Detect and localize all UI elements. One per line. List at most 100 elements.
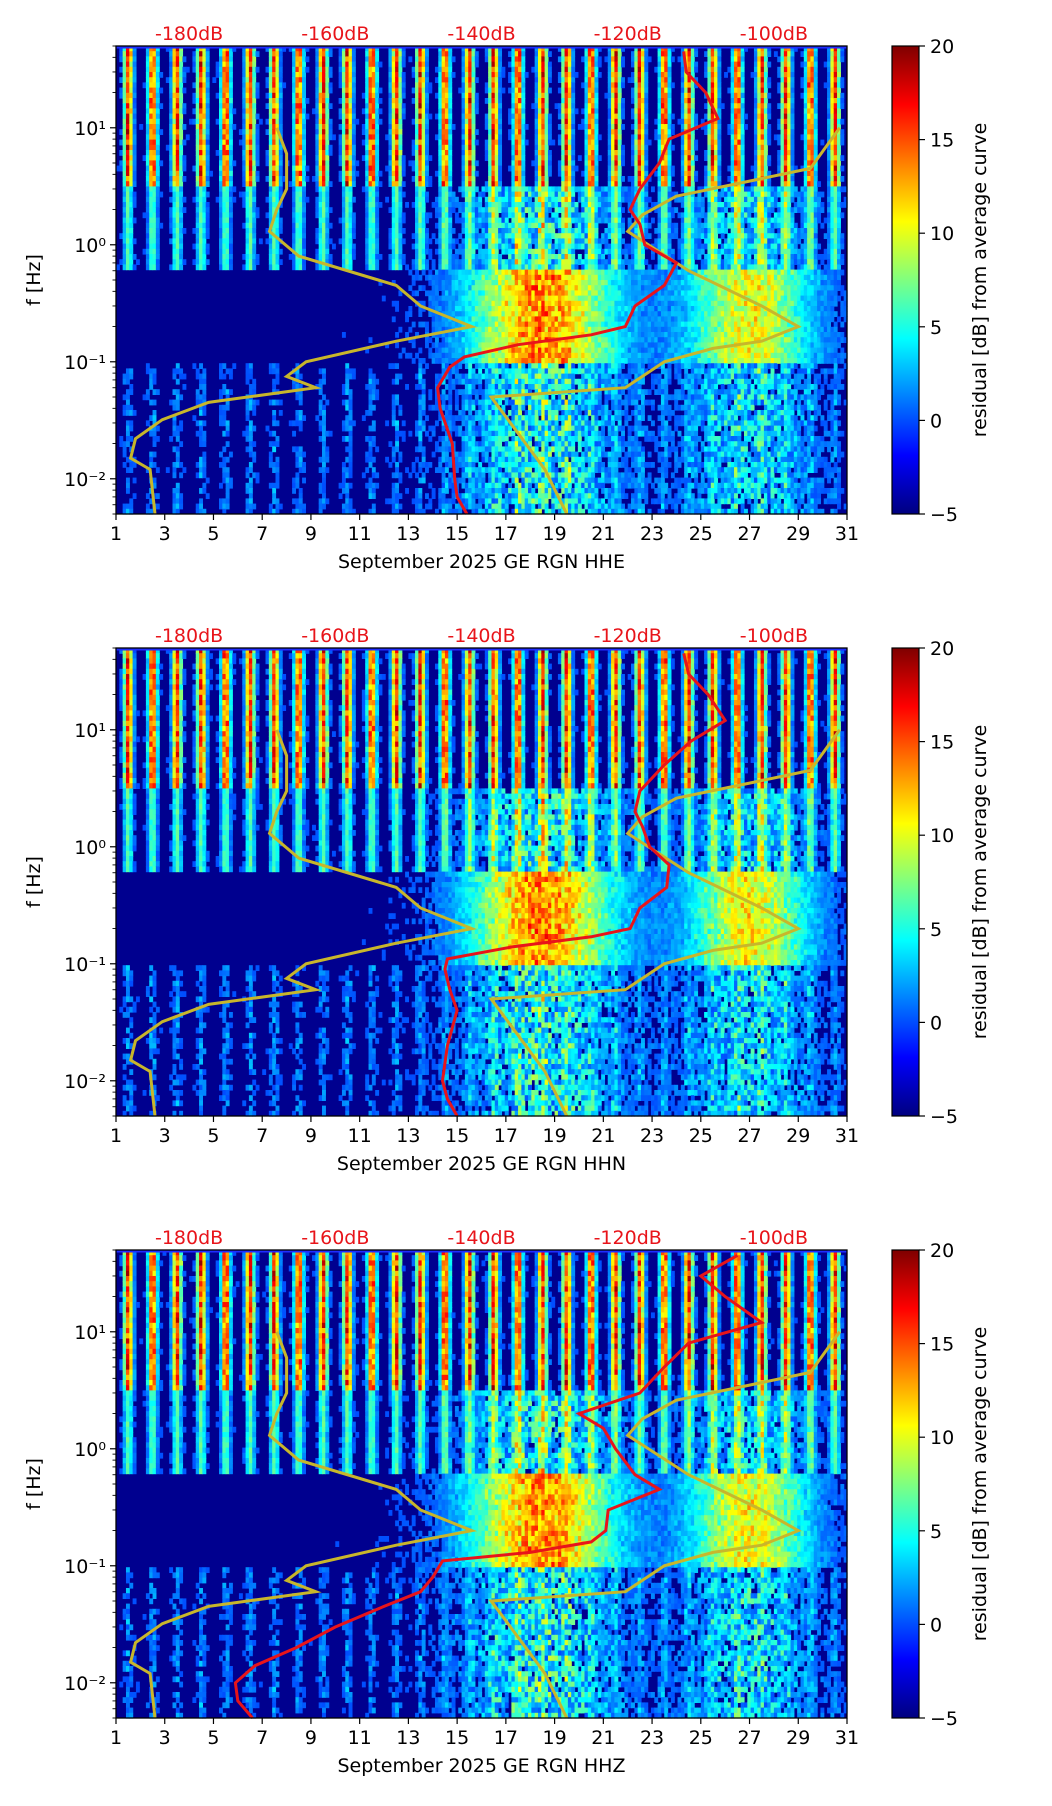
y-tick-label: 10⁰ — [74, 1439, 106, 1461]
spectrogram-image — [116, 647, 848, 1117]
colorbar: 20 15 10 5 0 −5 residual [dB] from average cur… — [891, 36, 991, 526]
x-tick-label: 17 — [494, 523, 518, 545]
station-psd-curve — [440, 653, 728, 1117]
spectrogram-image — [116, 45, 848, 515]
db-scale-label: -180dB — [155, 23, 223, 45]
x-tick-label: 9 — [305, 1125, 317, 1147]
x-tick-label: 27 — [737, 1727, 761, 1749]
colorbar-tick-label: 20 — [930, 36, 954, 58]
colorbar-label: residual [dB] from average curve — [969, 725, 991, 1040]
db-scale-label: -160dB — [301, 625, 369, 647]
panel-hhz: 1 3 5 7 9 11 13 15 17 19 21 23 25 27 29 3110¹10⁰10⁻¹10⁻… — [23, 1227, 991, 1777]
db-scale-label: -180dB — [155, 1227, 223, 1249]
x-tick-label: 1 — [110, 1125, 122, 1147]
x-tick-label: 25 — [689, 1727, 713, 1749]
x-tick-label: 9 — [305, 1727, 317, 1749]
y-tick-label: 10⁻¹ — [64, 954, 106, 976]
colorbar-tick-label: −5 — [930, 504, 958, 526]
x-tick-label: 31 — [835, 1727, 859, 1749]
db-scale-label: -160dB — [301, 23, 369, 45]
station-psd-curve — [436, 51, 720, 515]
x-tick-label: 15 — [445, 1727, 469, 1749]
db-scale-label: -120dB — [594, 23, 662, 45]
x-tick-label: 1 — [110, 523, 122, 545]
x-tick-label: 5 — [207, 1727, 219, 1749]
colorbar-tick-label: 20 — [930, 638, 954, 660]
db-scale-label: -180dB — [155, 625, 223, 647]
y-tick-label: 10⁰ — [74, 837, 106, 859]
noise-model-curve — [128, 728, 841, 1117]
y-tick-label: 10⁻² — [64, 1071, 106, 1093]
x-tick-label: 3 — [159, 1125, 171, 1147]
db-scale-label: -140dB — [447, 625, 515, 647]
colorbar-tick-label: 5 — [930, 919, 942, 941]
x-tick-label: 9 — [305, 523, 317, 545]
panel-hhe: 1 3 5 7 9 11 13 15 17 19 21 23 25 27 29 3110¹10⁰10⁻¹10⁻… — [23, 23, 991, 573]
y-tick-label: 10¹ — [74, 1322, 106, 1344]
x-tick-label: 15 — [445, 523, 469, 545]
db-scale-label: -140dB — [447, 1227, 515, 1249]
x-tick-label: 11 — [348, 1727, 372, 1749]
colorbar-tick-label: 5 — [930, 1521, 942, 1543]
x-tick-label: 29 — [786, 523, 810, 545]
db-scale-label: -120dB — [594, 1227, 662, 1249]
x-tick-label: 23 — [640, 1727, 664, 1749]
x-tick-label: 3 — [159, 523, 171, 545]
colorbar-tick-label: −5 — [930, 1708, 958, 1730]
y-tick-label: 10¹ — [74, 720, 106, 742]
colorbar-tick-label: 10 — [930, 223, 954, 245]
x-axis-title: September 2025 GE RGN HHZ — [338, 1755, 626, 1777]
db-scale-label: -120dB — [594, 625, 662, 647]
y-tick-label: 10⁻² — [64, 469, 106, 491]
y-axis-title: f [Hz] — [23, 856, 45, 908]
x-tick-label: 17 — [494, 1727, 518, 1749]
x-tick-label: 13 — [396, 1125, 420, 1147]
y-tick-label: 10⁻² — [64, 1673, 106, 1695]
x-tick-label: 1 — [110, 1727, 122, 1749]
x-tick-label: 17 — [494, 1125, 518, 1147]
x-axis-title: September 2025 GE RGN HHE — [338, 551, 625, 573]
x-tick-label: 21 — [591, 1727, 615, 1749]
colorbar-tick-label: 0 — [930, 1012, 942, 1034]
x-tick-label: 21 — [591, 1125, 615, 1147]
y-tick-label: 10¹ — [74, 118, 106, 140]
x-tick-label: 5 — [207, 523, 219, 545]
colorbar-label: residual [dB] from average curve — [969, 1327, 991, 1642]
colorbar-tick-label: 15 — [930, 130, 954, 152]
colorbar-tick-label: 5 — [930, 317, 942, 339]
colorbar-label: residual [dB] from average curve — [969, 123, 991, 438]
x-tick-label: 27 — [737, 1125, 761, 1147]
y-axis-title: f [Hz] — [23, 1458, 45, 1510]
x-tick-label: 21 — [591, 523, 615, 545]
db-scale-label: -160dB — [301, 1227, 369, 1249]
colorbar-tick-label: −5 — [930, 1106, 958, 1128]
spectrogram-image — [116, 1249, 848, 1719]
colorbar: 20 15 10 5 0 −5 residual [dB] from average cur… — [891, 1240, 991, 1730]
noise-model-curve — [128, 1330, 841, 1719]
x-tick-label: 13 — [396, 523, 420, 545]
colorbar-tick-label: 10 — [930, 825, 954, 847]
x-tick-label: 7 — [256, 523, 268, 545]
x-tick-label: 29 — [786, 1125, 810, 1147]
colorbar-tick-label: 0 — [930, 410, 942, 432]
colorbar-tick-label: 15 — [930, 1334, 954, 1356]
colorbar-tick-label: 10 — [930, 1427, 954, 1449]
x-tick-label: 15 — [445, 1125, 469, 1147]
db-scale-label: -100dB — [740, 23, 808, 45]
x-tick-label: 23 — [640, 1125, 664, 1147]
x-tick-label: 7 — [256, 1125, 268, 1147]
colorbar-tick-label: 15 — [930, 732, 954, 754]
noise-model-curve — [128, 126, 841, 515]
x-tick-label: 29 — [786, 1727, 810, 1749]
x-tick-label: 3 — [159, 1727, 171, 1749]
x-tick-label: 31 — [835, 523, 859, 545]
x-tick-label: 27 — [737, 523, 761, 545]
x-tick-label: 11 — [348, 1125, 372, 1147]
db-scale-label: -100dB — [740, 1227, 808, 1249]
x-tick-label: 25 — [689, 1125, 713, 1147]
x-tick-label: 19 — [543, 1727, 567, 1749]
x-tick-label: 5 — [207, 1125, 219, 1147]
x-tick-label: 7 — [256, 1727, 268, 1749]
y-tick-label: 10⁻¹ — [64, 1556, 106, 1578]
